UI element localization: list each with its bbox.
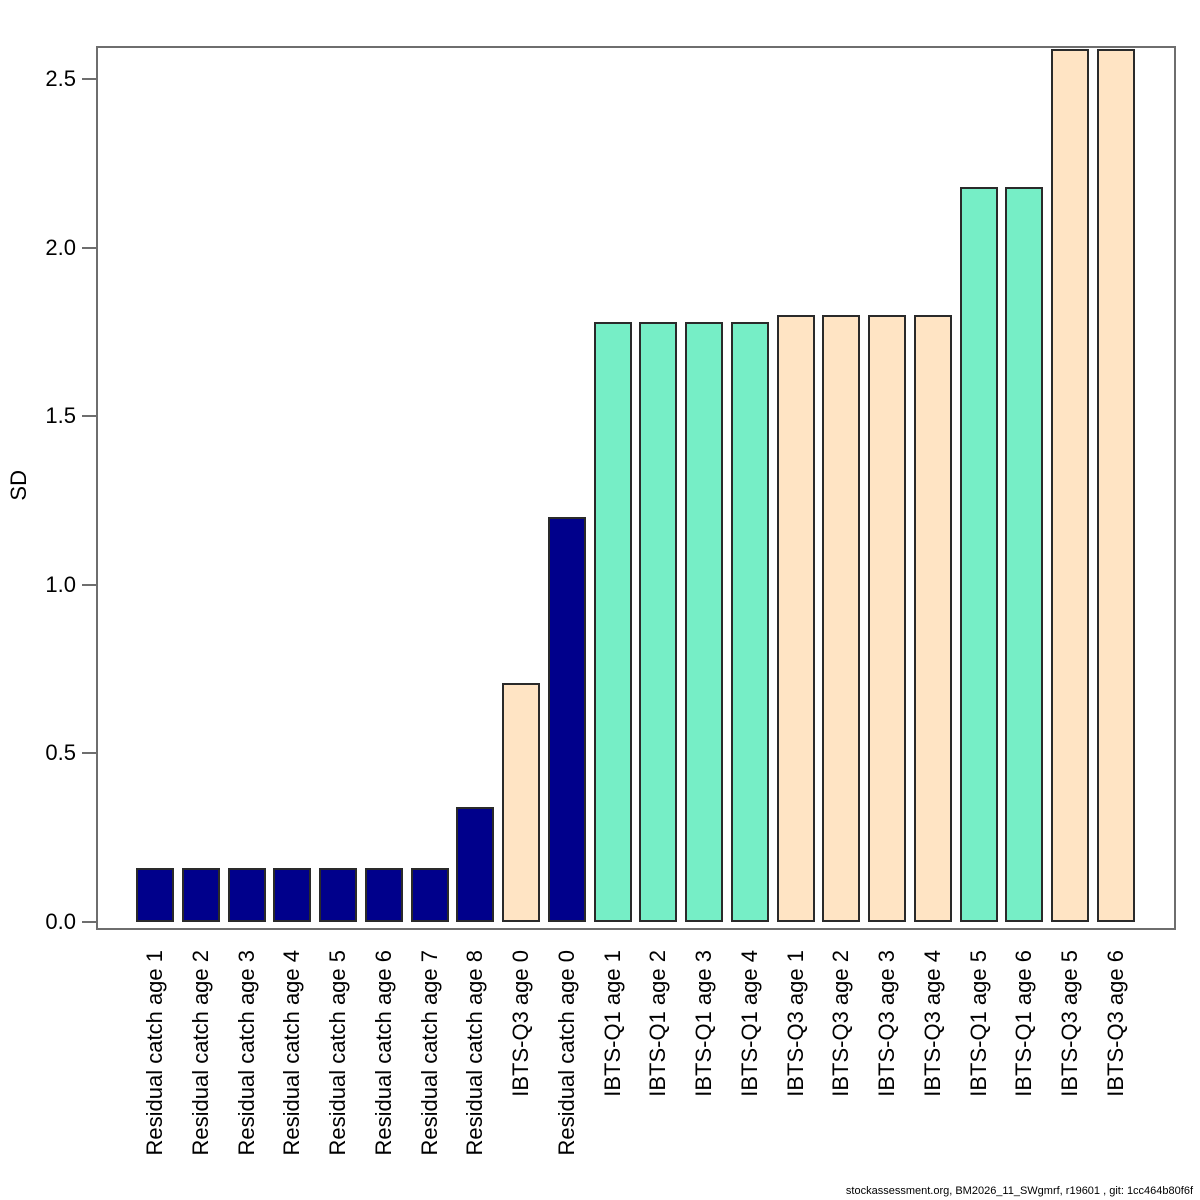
x-tick-label: IBTS-Q1 age 1 (600, 950, 625, 1097)
y-tick-mark (82, 584, 96, 586)
bar (502, 683, 540, 922)
bar (731, 322, 769, 922)
bar (136, 868, 174, 922)
x-tick-label: IBTS-Q1 age 4 (737, 950, 762, 1097)
x-tick-label: Residual catch age 2 (188, 950, 213, 1156)
bar (914, 315, 952, 922)
bar (319, 868, 357, 922)
bar (822, 315, 860, 922)
y-tick-mark (82, 78, 96, 80)
x-tick-label: IBTS-Q3 age 0 (508, 950, 533, 1097)
bar (228, 868, 266, 922)
y-tick-label: 0.5 (45, 740, 76, 765)
x-tick-label: IBTS-Q1 age 5 (966, 950, 991, 1097)
x-tick-label: Residual catch age 1 (142, 950, 167, 1156)
bar (639, 322, 677, 922)
y-tick-label: 2.5 (45, 66, 76, 91)
x-tick-label: Residual catch age 7 (417, 950, 442, 1156)
x-tick-label: IBTS-Q3 age 1 (783, 950, 808, 1097)
x-tick-label: IBTS-Q3 age 4 (920, 950, 945, 1097)
y-tick-mark (82, 247, 96, 249)
bar (182, 868, 220, 922)
bar (1005, 187, 1043, 922)
bar (548, 517, 586, 922)
bar (1097, 49, 1135, 922)
bar (960, 187, 998, 922)
x-tick-label: IBTS-Q3 age 5 (1057, 950, 1082, 1097)
x-tick-label: IBTS-Q3 age 3 (874, 950, 899, 1097)
y-tick-mark (82, 921, 96, 923)
y-axis-title: SD (6, 470, 31, 501)
bar (411, 868, 449, 922)
y-tick-label: 1.5 (45, 403, 76, 428)
x-tick-label: IBTS-Q3 age 2 (828, 950, 853, 1097)
bar (456, 807, 494, 922)
x-tick-label: IBTS-Q1 age 2 (645, 950, 670, 1097)
x-tick-label: Residual catch age 8 (462, 950, 487, 1156)
bar (594, 322, 632, 922)
y-tick-label: 0.0 (45, 909, 76, 934)
x-tick-label: Residual catch age 0 (554, 950, 579, 1156)
bar (1051, 49, 1089, 922)
x-tick-label: IBTS-Q1 age 3 (691, 950, 716, 1097)
x-tick-label: Residual catch age 4 (279, 950, 304, 1156)
y-tick-label: 2.0 (45, 235, 76, 260)
bar (868, 315, 906, 922)
bar (365, 868, 403, 922)
x-tick-label: Residual catch age 3 (234, 950, 259, 1156)
x-tick-label: IBTS-Q1 age 6 (1011, 950, 1036, 1097)
bar (777, 315, 815, 922)
x-tick-label: Residual catch age 6 (371, 950, 396, 1156)
y-tick-label: 1.0 (45, 572, 76, 597)
bar (273, 868, 311, 922)
y-tick-mark (82, 752, 96, 754)
footer-text: stockassessment.org, BM2026_11_SWgmrf, r… (845, 1185, 1193, 1197)
x-tick-label: IBTS-Q3 age 6 (1103, 950, 1128, 1097)
bar (685, 322, 723, 922)
x-tick-label: Residual catch age 5 (325, 950, 350, 1156)
y-tick-mark (82, 415, 96, 417)
